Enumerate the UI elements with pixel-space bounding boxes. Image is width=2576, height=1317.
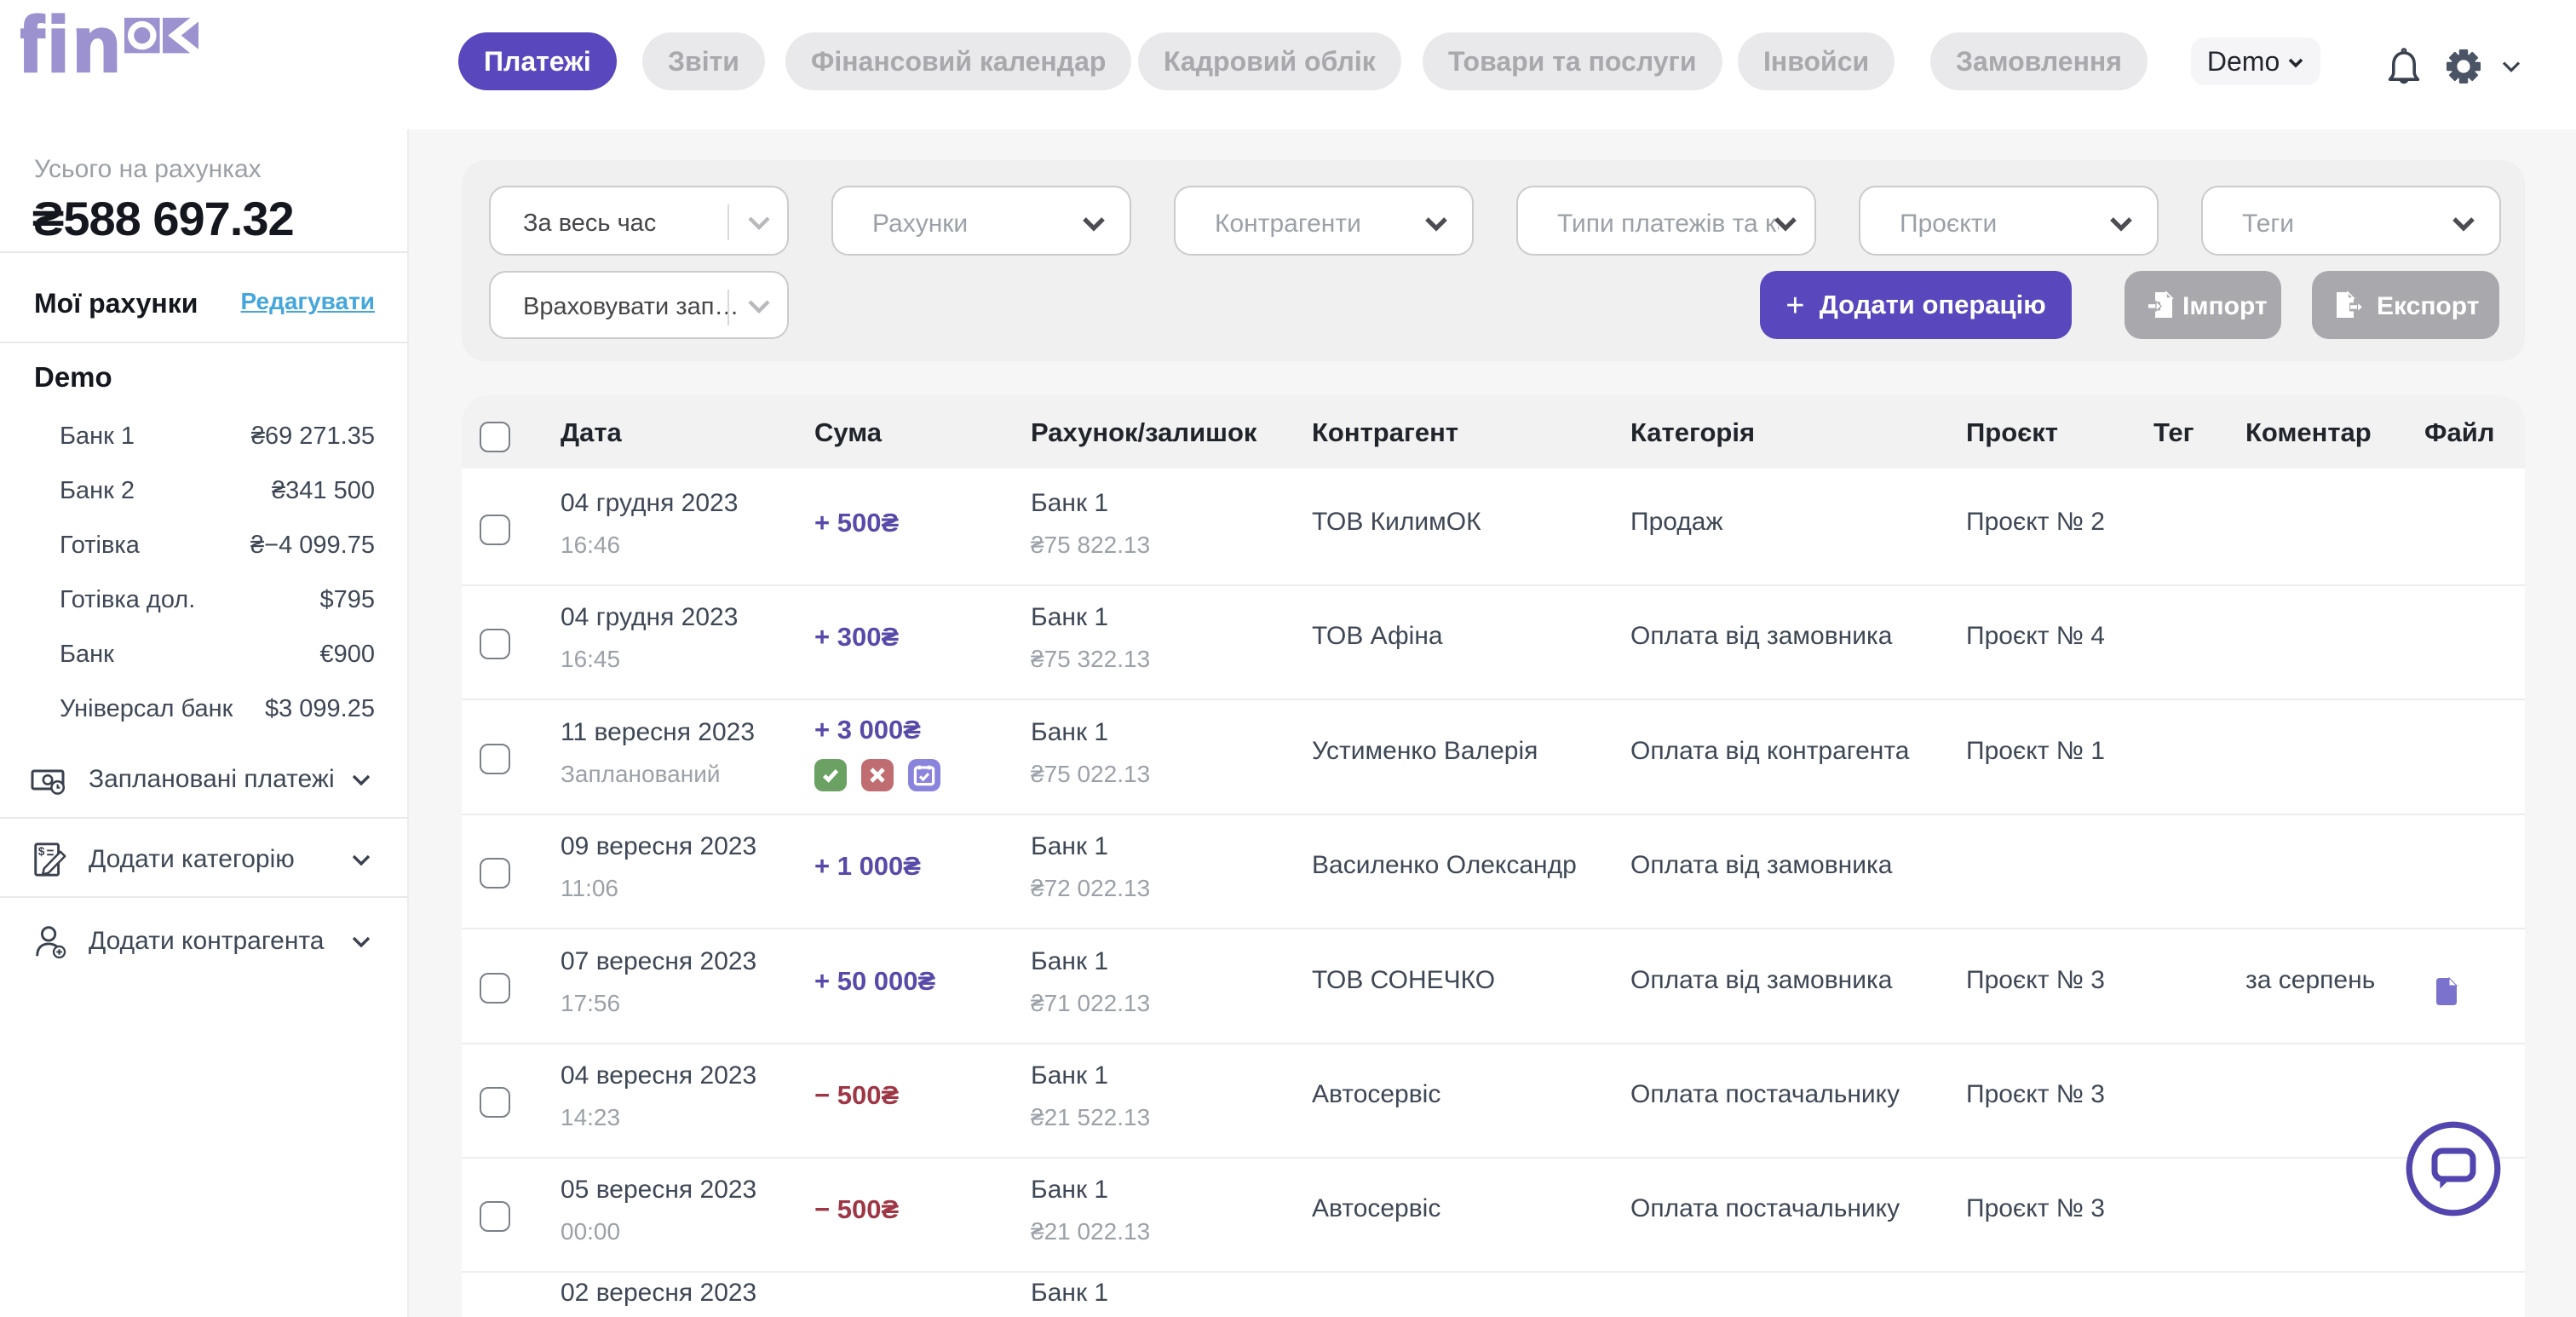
- svg-text:fin: fin: [20, 9, 124, 80]
- svg-text:$: $: [38, 845, 45, 858]
